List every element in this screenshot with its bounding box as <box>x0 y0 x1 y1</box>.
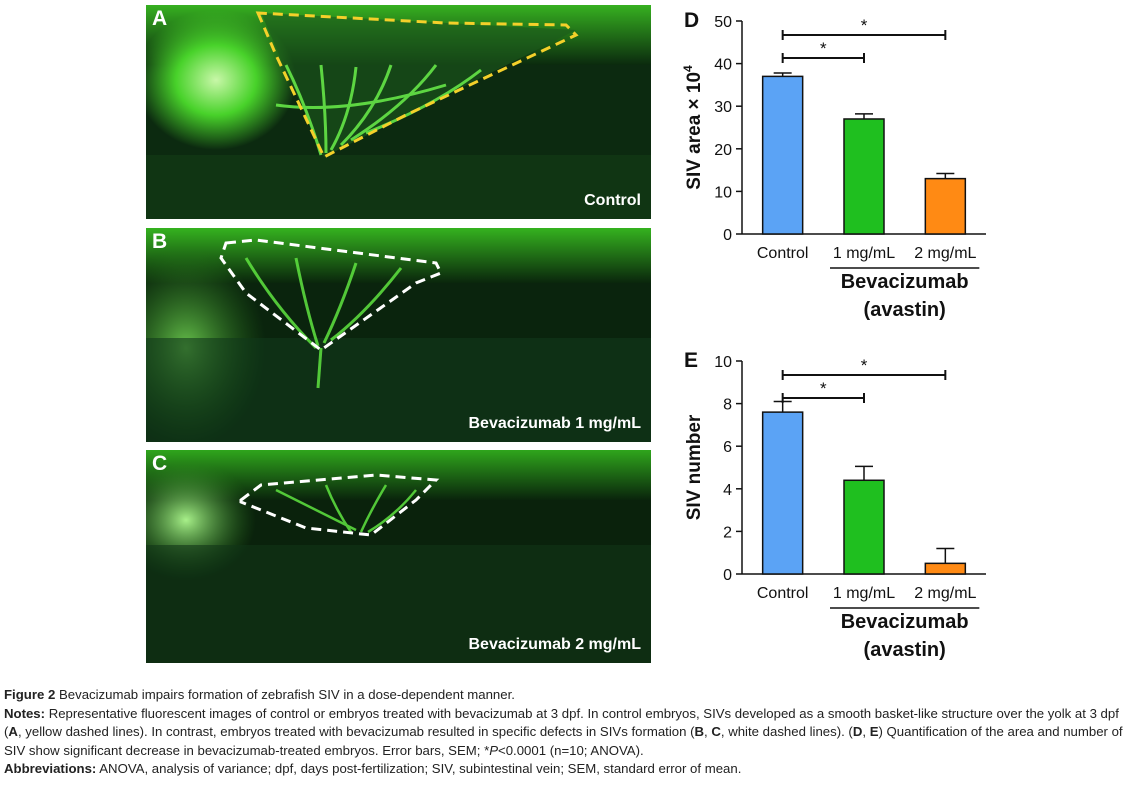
chart-d-y-label-exponent: 4 <box>681 65 695 72</box>
caption-title-line: Figure 2 Bevacizumab impairs formation o… <box>4 686 1126 705</box>
chart-d-sig-star-1: * <box>861 16 868 35</box>
notes-text-1: Representative fluorescent images of con… <box>4 705 1119 740</box>
chart-d-svg: D 0 10 20 30 40 50 SIV area × 104 Control 1 mg/mL… <box>681 9 986 321</box>
chart-e-ytick-label-2: 4 <box>723 482 732 499</box>
chart-d-category-label-0: Control <box>757 245 809 262</box>
notes-text-4: ) Quantification of the area and number … <box>4 724 1123 758</box>
chart-d-panel-letter: D <box>684 9 699 32</box>
chart-e-sig-star-0: * <box>820 379 827 398</box>
chart-d-category-label-2: 2 mg/mL <box>914 245 976 262</box>
abbrev-text: ANOVA, analysis of variance; dpf, days p… <box>99 761 742 777</box>
chart-d-bar-0 <box>761 75 804 235</box>
chart-e-svg: E 0 2 4 6 8 10 SIV number Control 1 mg/mL 2 mg/mL B… <box>684 349 986 661</box>
micrograph-panel-b: B Bevacizumab 1 mg/mL <box>146 228 651 442</box>
chart-e-bar-0 <box>761 411 804 575</box>
notes-text-2: , yellow dashed lines). In contrast, emb… <box>17 724 695 740</box>
condition-label-a: Control <box>584 192 641 209</box>
chart-e-category-label-1: 1 mg/mL <box>833 585 895 602</box>
chart-e: E 0 2 4 6 8 10 SIV number Control 1 mg/mL 2 mg/mL B… <box>676 342 1126 667</box>
chart-d-ytick-label-3: 30 <box>714 99 732 116</box>
figure-label: Figure 2 <box>4 687 56 702</box>
chart-e-bar-1 <box>843 479 885 575</box>
chart-e-sig-star-1: * <box>861 356 868 375</box>
chart-e-bar-2 <box>924 562 967 575</box>
chart-d-ytick-label-2: 20 <box>714 142 732 159</box>
chart-e-ytick-label-0: 0 <box>723 567 732 584</box>
abbrev-label: Abbreviations: <box>4 761 97 777</box>
chart-d-sig-star-0: * <box>820 39 827 58</box>
notes-sep-1: , <box>704 724 712 740</box>
chart-e-category-label-2: 2 mg/mL <box>914 585 976 602</box>
chart-d-category-label-1: 1 mg/mL <box>833 245 895 262</box>
chart-e-panel-letter: E <box>684 349 698 372</box>
chart-e-y-label: SIV number <box>684 414 705 520</box>
panel-label-a: A <box>152 7 168 30</box>
notes-ref-c: C <box>711 724 721 740</box>
micrograph-panel-c: C Bevacizumab 2 mg/mL <box>146 450 651 663</box>
chart-d: D 0 10 20 30 40 50 SIV area × 104 Control 1 mg/mL… <box>676 0 1126 335</box>
notes-ref-b: B <box>694 724 705 740</box>
chart-e-ytick-label-4: 8 <box>723 397 732 414</box>
notes-p-italic: P <box>489 742 499 758</box>
panel-label-c: C <box>152 452 168 475</box>
figure-title: Bevacizumab impairs formation of zebrafi… <box>58 687 515 702</box>
chart-e-group-label-1: Bevacizumab <box>841 611 969 633</box>
notes-ref-d: D <box>852 724 863 740</box>
notes-ref-a: A <box>8 724 18 740</box>
notes-sep-2: , <box>862 724 870 740</box>
notes-ref-e: E <box>869 724 879 740</box>
notes-text-5: <0.0001 (n=10; ANOVA). <box>498 742 644 758</box>
chart-d-group-label-2: (avastin) <box>864 299 946 321</box>
notes-label: Notes: <box>4 705 46 721</box>
chart-d-ytick-label-0: 0 <box>723 227 732 244</box>
caption-abbreviations: Abbreviations: ANOVA, analysis of varian… <box>4 760 1126 779</box>
fluorescent-image-c <box>146 450 651 663</box>
chart-d-ytick-label-4: 40 <box>714 57 732 74</box>
chart-e-ytick-label-1: 2 <box>723 524 732 541</box>
chart-e-category-label-0: Control <box>757 585 809 602</box>
chart-e-group-label-2: (avastin) <box>864 639 946 661</box>
chart-d-ytick-label-5: 50 <box>714 14 732 31</box>
chart-d-bar-1 <box>843 118 885 235</box>
chart-e-ytick-label-5: 10 <box>714 354 732 371</box>
chart-d-ytick-label-1: 10 <box>714 184 732 201</box>
notes-text-3: , white dashed lines). ( <box>720 724 853 740</box>
fluorescent-image-a <box>146 5 651 219</box>
condition-label-b: Bevacizumab 1 mg/mL <box>468 415 642 432</box>
figure-caption: Figure 2 Bevacizumab impairs formation o… <box>4 686 1126 779</box>
chart-d-bar-2 <box>924 177 967 235</box>
chart-d-group-label-1: Bevacizumab <box>841 271 969 293</box>
fluorescent-image-b <box>146 228 651 442</box>
micrograph-panel-a: A Control <box>146 5 651 219</box>
chart-e-ytick-label-3: 6 <box>723 439 732 456</box>
caption-notes: Notes: Representative fluorescent images… <box>4 705 1126 761</box>
panel-label-b: B <box>152 230 168 253</box>
condition-label-c: Bevacizumab 2 mg/mL <box>468 636 642 653</box>
chart-d-y-label: SIV area × 104 <box>681 65 705 190</box>
